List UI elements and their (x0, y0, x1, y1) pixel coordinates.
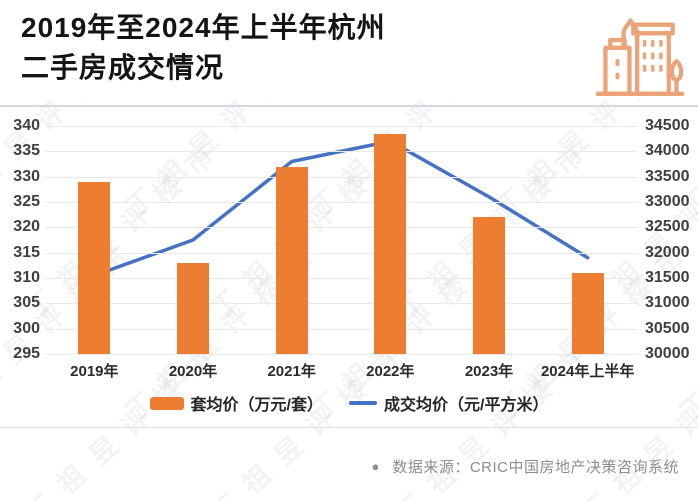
right-axis-tick: 32500 (645, 218, 690, 236)
city-buildings-icon (595, 18, 685, 96)
right-y-axis: 34500 34000 33500 33000 32500 32000 31500 31000… (645, 117, 697, 362)
bar-2021年 (275, 166, 308, 354)
title-line-2: 二手房成交情况 (21, 52, 225, 83)
x-axis-label-2019年: 2019年 (70, 363, 119, 380)
bar-2019年 (78, 181, 111, 354)
left-axis-tick: 335 (13, 142, 40, 160)
left-axis-tick: 320 (13, 218, 40, 236)
left-axis-tick: 340 (13, 117, 40, 134)
chart-legend: 套均价（万元/套） 成交均价（元/平方米） (0, 391, 698, 415)
right-axis-tick: 31500 (645, 269, 690, 286)
left-axis-tick: 330 (13, 167, 40, 185)
chart-plot-area (45, 126, 637, 355)
gridline (45, 278, 637, 279)
gridline (45, 176, 637, 178)
left-axis-tick: 325 (13, 193, 40, 210)
left-axis-tick: 310 (13, 269, 40, 286)
header-divider (0, 105, 698, 107)
gridline (45, 126, 637, 127)
right-axis-tick: 32000 (645, 243, 690, 261)
line-layer (92, 139, 590, 278)
page-title: 2019年至2024年上半年杭州 二手房成交情况 (21, 8, 386, 88)
x-axis-label-2023年: 2023年 (464, 363, 514, 380)
line-legend-label: 成交均价（元/平方米） (384, 397, 549, 414)
bar-legend-label: 套均价（万元/套） (190, 397, 323, 414)
gridline (45, 252, 637, 254)
left-y-axis: 340 335 330 325 320 315 310 305 300 295 (2, 117, 40, 362)
x-axis: 2019年 2020年 2021年 2022年 2023年 2024年上半年 (45, 360, 637, 382)
avg-price-trend-line (92, 139, 590, 278)
gridline (45, 328, 637, 330)
bar-2020年 (177, 262, 209, 354)
right-axis-tick: 33000 (645, 193, 690, 210)
gridline (45, 227, 637, 229)
bar-2024年上半年 (571, 272, 604, 354)
left-axis-tick: 305 (13, 294, 40, 312)
right-axis-tick: 33500 (645, 167, 690, 185)
line-legend-swatch (349, 401, 377, 405)
data-source-text: 数据来源：CRIC中国房地产决策咨询系统 (392, 459, 679, 476)
left-axis-tick: 315 (13, 243, 40, 261)
left-axis-tick: 295 (13, 345, 40, 362)
gridline (45, 202, 637, 203)
x-axis-label-2020年: 2020年 (168, 363, 218, 380)
footer-divider (0, 427, 698, 428)
bar-2023年 (473, 217, 505, 354)
data-source: ● 数据来源：CRIC中国房地产决策咨询系统 (371, 456, 679, 477)
right-axis-tick: 31000 (645, 294, 690, 312)
right-axis-tick: 34500 (645, 117, 690, 134)
x-axis-label-2021年: 2021年 (267, 363, 316, 380)
right-axis-tick: 34000 (645, 142, 690, 160)
gridline (45, 151, 637, 153)
left-axis-tick: 300 (13, 319, 40, 337)
legend-item-line: 成交均价（元/平方米） (349, 391, 548, 415)
bullet-icon: ● (371, 459, 380, 474)
legend-item-bar: 套均价（万元/套） (149, 391, 323, 415)
bar-legend-swatch (149, 396, 184, 410)
right-axis-tick: 30000 (645, 345, 690, 362)
title-line-1: 2019年至2024年上半年杭州 (21, 12, 386, 43)
x-axis-label-2024年上半年: 2024年上半年 (540, 363, 635, 380)
gridline (45, 303, 637, 305)
right-axis-tick: 30500 (645, 319, 690, 337)
x-axis-label-2022年: 2022年 (366, 363, 415, 380)
bar-2022年 (374, 133, 407, 354)
gridline (45, 354, 637, 355)
